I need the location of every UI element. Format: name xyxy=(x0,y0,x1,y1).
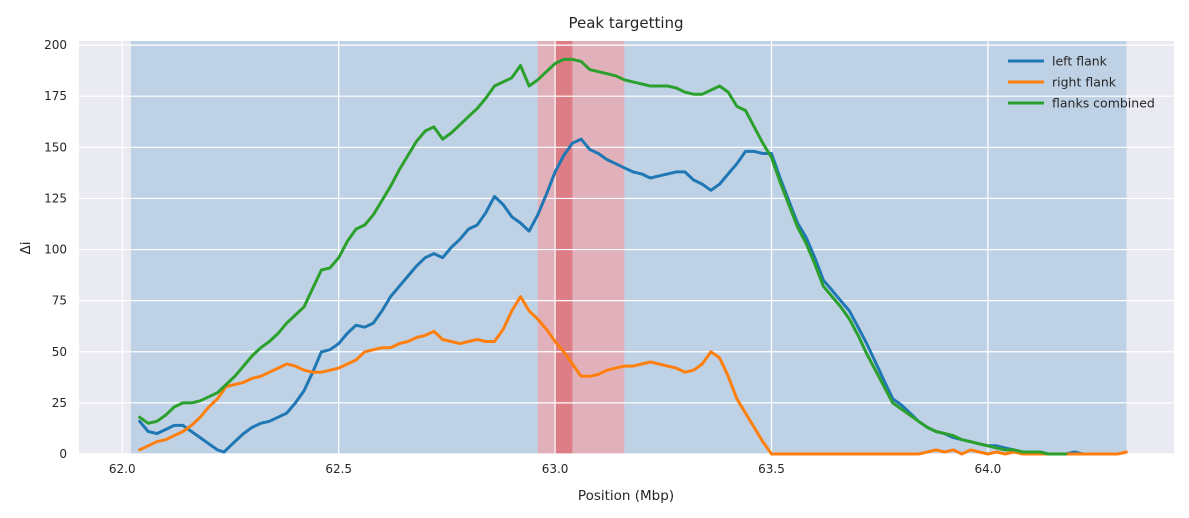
highlight-span-1 xyxy=(537,41,625,454)
series-line-flanks-combined xyxy=(138,57,1068,456)
x-axis-ticks: 62.0 62.5 63.0 63.5 64.0 xyxy=(109,462,1001,476)
spans xyxy=(130,41,1127,454)
x-tick-label: 63.5 xyxy=(758,462,785,476)
y-tick-label: 25 xyxy=(52,396,67,410)
y-tick-label: 175 xyxy=(44,89,67,103)
x-tick-label: 62.0 xyxy=(109,462,136,476)
x-tick-label: 63.0 xyxy=(542,462,569,476)
y-axis-label: Δi xyxy=(18,242,34,255)
x-tick-label: 64.0 xyxy=(975,462,1002,476)
y-tick-label: 200 xyxy=(44,38,67,52)
legend-label: right flank xyxy=(1052,75,1117,90)
y-tick-label: 0 xyxy=(59,447,67,461)
series-lines xyxy=(138,57,1128,456)
chart-title: Peak targetting xyxy=(568,14,683,32)
highlight-span-0 xyxy=(130,41,1127,454)
highlight-span-2 xyxy=(555,41,573,454)
y-tick-label: 75 xyxy=(52,294,67,308)
y-tick-label: 50 xyxy=(52,345,67,359)
legend: left flank right flank flanks combined xyxy=(1008,54,1155,111)
y-tick-label: 125 xyxy=(44,191,67,205)
y-axis-ticks: 0 25 50 75 100 125 150 175 200 xyxy=(44,38,67,461)
x-tick-label: 62.5 xyxy=(325,462,352,476)
series-line-right-flank xyxy=(138,295,1128,456)
y-tick-label: 150 xyxy=(44,140,67,154)
x-axis-label: Position (Mbp) xyxy=(578,488,674,504)
legend-label: flanks combined xyxy=(1052,96,1155,111)
legend-label: left flank xyxy=(1052,54,1108,69)
y-tick-label: 100 xyxy=(44,243,67,257)
grid xyxy=(79,41,1174,455)
